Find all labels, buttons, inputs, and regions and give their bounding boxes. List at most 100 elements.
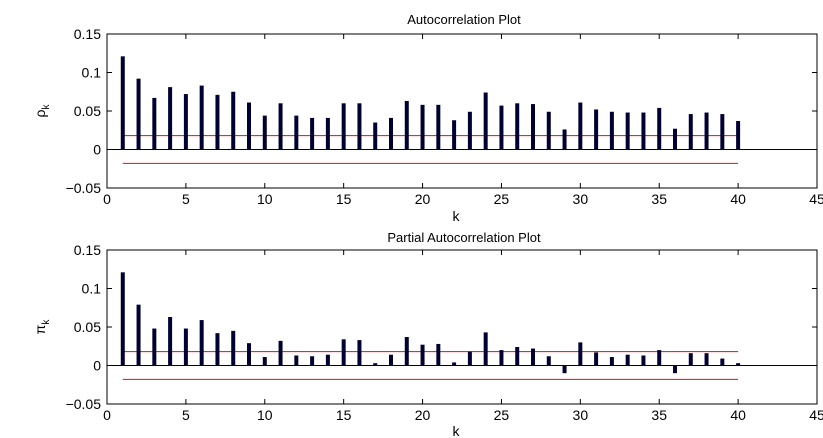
pacf-xtick-label-35: 35 [651,407,667,423]
acf-xlabel: k [453,208,461,224]
pacf-bar-20 [420,344,425,366]
acf-bar-24 [483,92,488,150]
pacf-bar-9 [247,343,251,366]
pacf-bar-28 [546,356,551,366]
pacf-bar-2 [136,304,141,366]
acf-bar-2 [136,78,141,150]
acf-bar-3 [152,97,157,150]
acf-bar-6 [199,85,204,150]
pacf-bar-18 [389,354,393,366]
pacf-bar-22 [452,362,457,366]
acf-bar-18 [389,117,393,150]
pacf-bar-38 [704,353,709,366]
pacf-panel: 0 5 10 15 20 25 30 35 40 45−0.0500.050.10.15Parti… [32,230,823,438]
acf-bar-12 [294,115,299,150]
acf-bar-1 [120,56,125,150]
pacf-bar-14 [325,354,330,366]
pacf-bar-17 [373,363,378,366]
acf-bar-31 [594,109,599,150]
acf-ytick-label-1: 0 [93,142,101,158]
pacf-bar-6 [199,320,204,366]
acf-bar-30 [578,102,583,150]
pacf-bar-31 [594,352,599,366]
acf-bar-20 [420,104,425,150]
acf-bar-29 [562,129,567,150]
acf-bar-15 [341,103,346,150]
acf-bar-11 [278,103,283,150]
acf-xtick-label-25: 25 [494,191,510,207]
acf-bar-22 [452,120,457,150]
pacf-bar-39 [720,358,725,366]
acf-xtick-label-10: 10 [257,191,273,207]
acf-bar-9 [247,102,251,150]
acf-xtick-label-15: 15 [336,191,352,207]
pacf-xtick-label-40: 40 [730,407,746,423]
acf-xtick-label-40: 40 [730,191,746,207]
pacf-bar-13 [310,356,315,366]
pacf-xtick-label-10: 10 [257,407,273,423]
pacf-bar-5 [183,328,188,366]
acf-bar-32 [609,111,614,150]
acf-ylabel: ρk [32,104,52,118]
acf-bar-34 [641,112,646,150]
pacf-ylabel: πk [32,319,52,335]
pacf-xtick-label-30: 30 [573,407,589,423]
pacf-xtick-label-45: 45 [809,407,823,423]
acf-bar-25 [499,105,504,150]
pacf-ytick-label-2: 0.05 [74,319,101,335]
pacf-ytick-label-4: 0.15 [74,242,101,258]
acf-bar-35 [657,107,662,150]
acf-axes-box [106,33,818,189]
pacf-bar-15 [341,339,346,366]
pacf-bar-1 [120,272,125,366]
pacf-bar-36 [673,365,677,374]
pacf-xlabel: k [453,423,461,438]
acf-ytick-label-3: 0.1 [82,65,102,81]
acf-bar-7 [215,94,220,150]
pacf-bar-11 [278,340,283,366]
pacf-title: Partial Autocorrelation Plot [387,230,541,245]
acf-bar-40 [736,121,741,150]
pacf-bar-35 [657,350,662,366]
pacf-xtick-label-5: 5 [182,407,190,423]
acf-bar-38 [704,112,709,150]
acf-bar-4 [168,87,173,150]
acf-bar-17 [373,122,378,150]
acf-bar-27 [531,104,535,150]
pacf-bar-10 [262,357,267,366]
acf-bar-14 [325,117,330,150]
pacf-bar-16 [357,340,362,366]
pacf-bar-8 [231,330,236,366]
pacf-bar-30 [578,342,583,366]
acf-ytick-label-4: 0.15 [74,26,101,42]
pacf-ytick-label-0: −0.05 [66,396,102,412]
pacf-axes-box [106,249,818,405]
pacf-bar-12 [294,355,299,366]
pacf-ytick-label-3: 0.1 [82,281,102,297]
pacf-bar-32 [609,357,614,366]
pacf-bar-25 [499,350,504,366]
pacf-xtick-label-15: 15 [336,407,352,423]
acf-xtick-label-0: 0 [103,191,111,207]
acf-bar-28 [546,111,551,150]
pacf-xtick-label-0: 0 [103,407,111,423]
acf-xtick-label-5: 5 [182,191,190,207]
acf-bar-19 [404,100,409,150]
pacf-bar-4 [168,316,173,366]
pacf-ytick-label-1: 0 [93,358,101,374]
acf-ytick-label-2: 0.05 [74,103,101,119]
pacf-bar-7 [215,333,220,366]
acf-bar-37 [688,114,693,150]
acf-bar-33 [625,112,630,150]
acf-bar-5 [183,94,188,150]
pacf-bar-21 [436,343,441,366]
pacf-bar-24 [483,332,488,366]
acf-bar-26 [515,103,520,150]
acf-bar-21 [436,104,441,150]
pacf-bar-40 [736,363,741,366]
acf-xtick-label-45: 45 [809,191,823,207]
acf-ytick-label-0: −0.05 [66,180,102,196]
acf-bar-13 [310,117,315,150]
pacf-bar-33 [625,354,630,366]
